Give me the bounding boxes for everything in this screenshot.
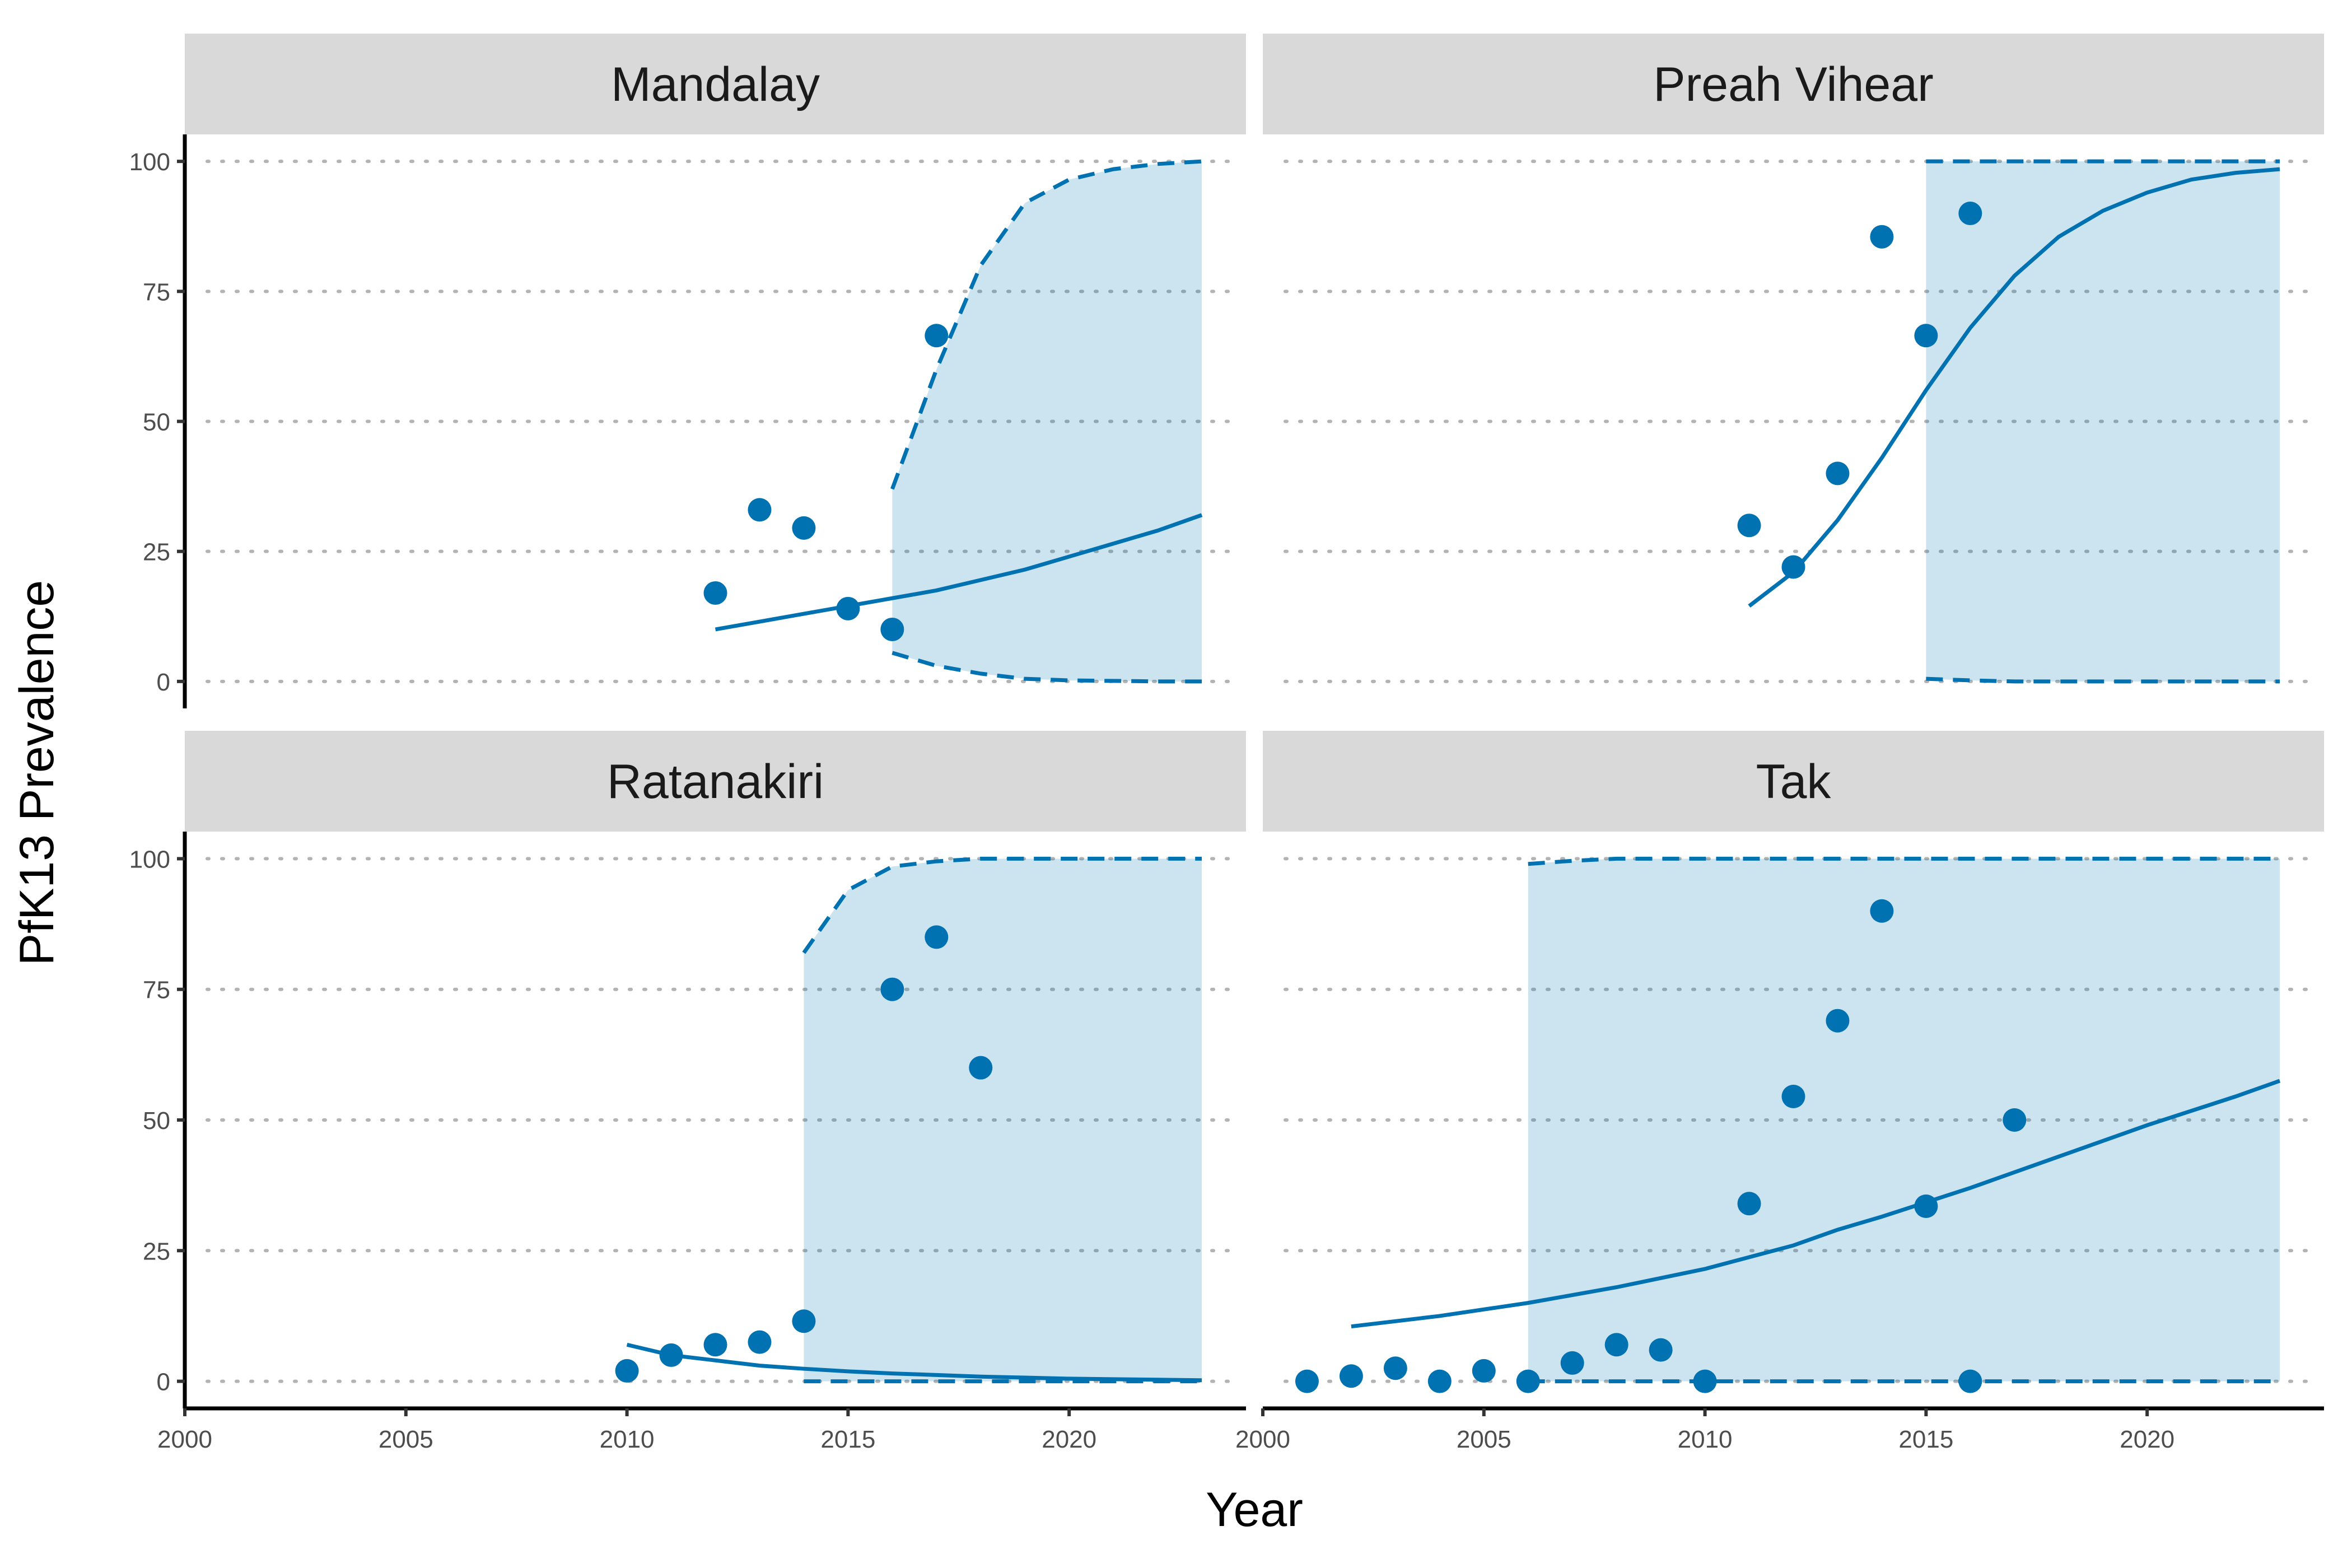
data-point: [1781, 1085, 1805, 1109]
data-point: [1737, 514, 1761, 538]
data-point: [1649, 1338, 1673, 1362]
ci-lower-line: [1926, 676, 2280, 684]
ci-band: [1926, 161, 2280, 682]
y-tick-label: 50: [143, 409, 170, 436]
facet-strip: [185, 34, 1246, 134]
y-tick-label: 75: [143, 977, 170, 1004]
data-point: [1737, 1192, 1761, 1216]
facet-title: Preah Vihear: [1653, 58, 1933, 111]
data-point: [1295, 1369, 1319, 1393]
y-tick-label: 0: [157, 1369, 170, 1396]
ci-band: [892, 161, 1202, 682]
data-point: [1693, 1369, 1717, 1393]
data-point: [703, 581, 727, 605]
x-tick-label: 2000: [157, 1426, 212, 1453]
data-point: [659, 1343, 683, 1367]
data-point: [1781, 555, 1805, 579]
data-point: [1826, 1009, 1850, 1033]
facet-title: Ratanakiri: [607, 755, 824, 809]
y-tick-label: 100: [129, 846, 170, 873]
data-point: [1914, 324, 1938, 348]
panel-mandalay: Mandalay 0 25 50 75 100: [129, 34, 1246, 708]
data-point: [836, 596, 860, 620]
y-tick-label: 0: [157, 669, 170, 696]
x-tick-label: 2015: [1898, 1426, 1953, 1453]
data-point: [880, 977, 904, 1001]
data-point: [1427, 1369, 1452, 1393]
data-point: [1958, 1369, 1982, 1393]
data-point: [748, 498, 772, 522]
x-tick-label: 2020: [2120, 1426, 2174, 1453]
data-point: [1870, 899, 1894, 923]
x-tick-label: 2005: [379, 1426, 433, 1453]
y-tick-label: 25: [143, 539, 170, 566]
fit-line: [715, 513, 1203, 632]
facet-strip: [1263, 731, 2324, 832]
data-point: [1826, 461, 1850, 486]
data-point: [1339, 1364, 1363, 1388]
data-point: [2003, 1108, 2027, 1132]
data-point: [792, 1309, 816, 1333]
x-tick-label: 2020: [1042, 1426, 1096, 1453]
facet-strip: [1263, 34, 2324, 134]
data-point: [792, 516, 816, 540]
data-point: [1914, 1194, 1938, 1218]
data-point: [969, 1056, 993, 1080]
data-point: [1383, 1356, 1407, 1380]
data-point: [925, 925, 949, 949]
facet-title: Mandalay: [611, 58, 820, 111]
data-point: [1958, 202, 1982, 226]
y-tick-label: 25: [143, 1238, 170, 1265]
data-point: [703, 1333, 727, 1357]
data-point: [880, 617, 904, 641]
x-tick-label: 2010: [600, 1426, 655, 1453]
data-point: [748, 1330, 772, 1354]
facet-title: Tak: [1756, 755, 1832, 809]
x-tick-label: 2000: [1235, 1426, 1290, 1453]
fit-line: [626, 1342, 1202, 1383]
panel-preah-vihear: Preah Vihear: [1263, 34, 2324, 684]
facet-strip: [185, 731, 1246, 832]
x-tick-label: 2010: [1678, 1426, 1733, 1453]
y-tick-label: 50: [143, 1107, 170, 1135]
data-point: [1604, 1333, 1628, 1357]
x-tick-label: 2015: [820, 1426, 875, 1453]
data-point: [1516, 1369, 1540, 1393]
data-point: [925, 324, 949, 348]
panels: Mandalay 0 25 50 75 100 Preah Vihear Ratanakiri…: [129, 34, 2324, 1453]
ci-band: [804, 858, 1202, 1382]
ci-band: [1528, 858, 2280, 1382]
y-tick-label: 100: [129, 148, 170, 176]
fit-line: [1748, 167, 2280, 608]
data-point: [1560, 1351, 1584, 1375]
ci-upper-line: [890, 159, 1202, 490]
panel-ratanakiri: Ratanakiri 0 25 50 75 100 2000 2005 2010 2015 2020: [129, 731, 1246, 1453]
panel-tak: Tak 2000 2005 2010 2015 2020: [1235, 731, 2324, 1453]
y-tick-label: 75: [143, 278, 170, 306]
data-point: [1472, 1359, 1496, 1383]
data-point: [1870, 225, 1894, 249]
x-axis-title: Year: [1206, 1483, 1303, 1537]
x-tick-label: 2005: [1457, 1426, 1511, 1453]
fit-line: [1351, 1079, 2281, 1329]
y-axis-title: PfK13 Prevalence: [10, 580, 64, 965]
ci-upper-line: [1528, 856, 2280, 866]
data-point: [615, 1359, 639, 1383]
